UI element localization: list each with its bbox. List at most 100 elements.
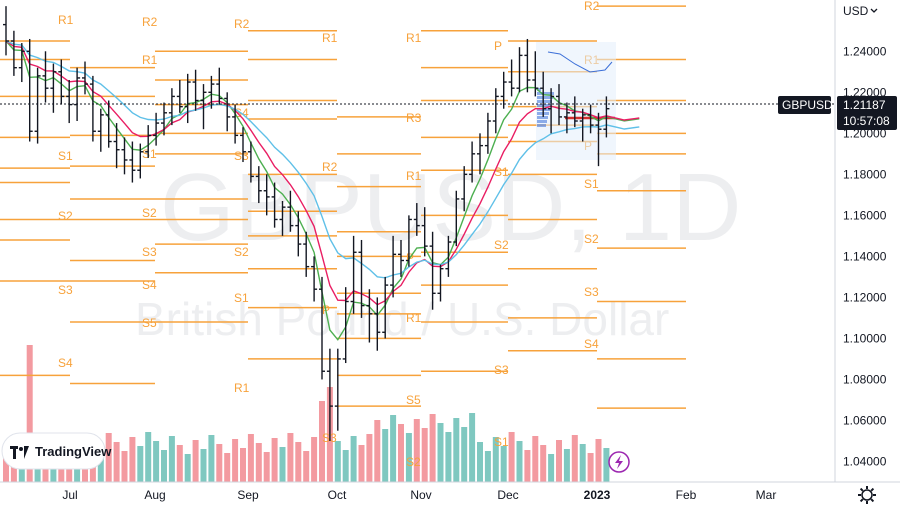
ohlc-bar xyxy=(34,67,41,144)
pivot-label: R3 xyxy=(406,111,422,125)
ohlc-bar xyxy=(121,137,128,175)
ohlc-bar xyxy=(168,88,175,126)
volume-profile-bar xyxy=(537,100,552,103)
pivot-label: S3 xyxy=(142,245,157,259)
volume-bar xyxy=(548,454,555,482)
gear-icon xyxy=(861,489,873,501)
x-tick-label: 2023 xyxy=(584,488,611,502)
volume-bar xyxy=(232,439,239,482)
pivot-label: S2 xyxy=(494,238,509,252)
ohlc-bar xyxy=(571,96,578,128)
x-tick-label: Jul xyxy=(62,488,77,502)
ohlc-bar xyxy=(374,297,381,351)
ohlc-bar xyxy=(382,276,389,339)
y-tick-label: 1.10000 xyxy=(843,331,887,345)
volume-bar xyxy=(255,443,262,482)
pivot-label: R2 xyxy=(322,160,338,174)
ohlc-bar xyxy=(216,67,223,105)
pivot-label: S2 xyxy=(406,455,421,469)
ohlc-bar xyxy=(279,201,286,236)
x-tick-label: Mar xyxy=(756,488,777,502)
pivot-label: S3 xyxy=(234,149,249,163)
ohlc-bar xyxy=(508,59,515,97)
pivot-label: S4 xyxy=(58,356,73,370)
ohlc-bar xyxy=(74,67,81,122)
y-tick-label: 1.22000 xyxy=(843,85,887,99)
ohlc-bar xyxy=(524,38,531,93)
volume-bar xyxy=(405,433,412,482)
volume-profile-bar xyxy=(537,96,553,99)
pivot-label: P xyxy=(494,39,502,53)
volume-bar xyxy=(129,437,136,482)
watermark-symbol: GBPUSD, 1D xyxy=(160,154,741,261)
ohlc-bar xyxy=(429,231,436,310)
ohlc-bar xyxy=(295,211,302,257)
volume-bar xyxy=(26,345,33,482)
pivot-label: S5 xyxy=(142,316,157,330)
ohlc-bar xyxy=(161,102,167,136)
volume-bar xyxy=(184,454,191,482)
volume-bar xyxy=(303,451,310,482)
volume-bar xyxy=(382,429,389,482)
ohlc-bar xyxy=(247,141,254,183)
price-tag-bg xyxy=(837,96,897,130)
ohlc-bar xyxy=(113,123,120,169)
logo-text: TradingView xyxy=(35,444,112,459)
volume-bar xyxy=(429,414,436,482)
currency-selector[interactable]: USD xyxy=(843,4,878,18)
volume-bar xyxy=(145,432,152,482)
tradingview-logo[interactable]: TradingView xyxy=(1,432,112,470)
volume-bar xyxy=(508,432,515,482)
volume-bar xyxy=(413,419,420,482)
ohlc-bar xyxy=(26,38,33,142)
x-tick-label: Nov xyxy=(410,488,431,502)
ohlc-bar xyxy=(587,104,594,134)
ohlc-bar xyxy=(255,166,262,204)
pivot-label: S2 xyxy=(234,245,249,259)
ohlc-bar xyxy=(10,30,17,76)
symbol-tag-bg xyxy=(778,96,831,114)
volume-bar xyxy=(571,435,578,482)
pivot-label: R2 xyxy=(584,0,600,13)
volume-bar xyxy=(366,434,373,482)
logo-pill xyxy=(1,432,106,470)
pivot-label: S1 xyxy=(584,177,599,191)
volume-bar xyxy=(556,440,562,482)
settings-button[interactable] xyxy=(858,486,876,504)
ohlc-bar xyxy=(271,182,278,228)
ohlc-bar xyxy=(421,207,428,257)
ohlc-bar xyxy=(319,276,325,380)
volume-bar xyxy=(453,418,460,482)
ohlc-bar xyxy=(556,84,562,126)
volume-bar xyxy=(224,453,231,482)
volume-bar xyxy=(587,453,594,482)
volume-bar xyxy=(421,428,428,482)
ohlc-bar xyxy=(603,96,610,138)
pivot-label: S5 xyxy=(406,393,421,407)
lightning-button[interactable] xyxy=(608,451,630,473)
pivot-label: S1 xyxy=(494,165,509,179)
price-tag-countdown: 10:57:08 xyxy=(843,114,890,128)
pivot-label: R1 xyxy=(406,169,422,183)
ohlc-bar xyxy=(595,112,602,167)
ohlc-bar xyxy=(579,108,586,142)
x-tick-label: Oct xyxy=(328,488,347,502)
ohlc-bar xyxy=(200,84,207,130)
pivot-label: S1 xyxy=(58,149,73,163)
ohlc-bar xyxy=(137,143,144,179)
volume-bar xyxy=(311,437,318,482)
ohlc-bar xyxy=(208,75,215,109)
volume-bar xyxy=(319,401,325,482)
time-axis[interactable]: Jul Aug Sep Oct Nov Dec 2023 Feb Mar xyxy=(62,488,776,502)
ohlc-bar xyxy=(461,166,468,212)
volume-profile-edge xyxy=(547,51,613,73)
volume-bar xyxy=(263,452,270,482)
symbol-tag-text: GBPUSD xyxy=(782,98,833,112)
ohlc-bar xyxy=(287,190,294,232)
volume-bar xyxy=(161,450,167,482)
ohlc-bar xyxy=(58,59,65,105)
volume-bar xyxy=(208,435,215,482)
pivot-label: S3 xyxy=(58,283,73,297)
ohlc-bar xyxy=(413,203,420,236)
